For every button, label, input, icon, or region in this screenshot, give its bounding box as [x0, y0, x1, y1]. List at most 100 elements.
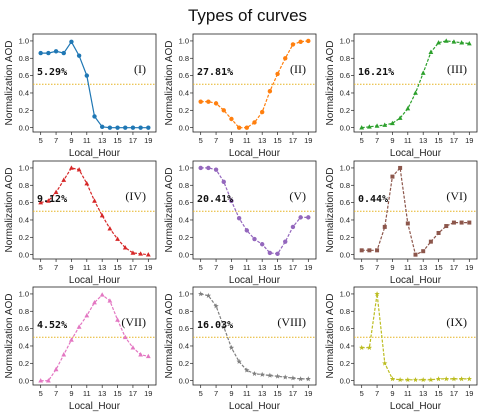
- subplot-4: 5 7 9 11 13 15 17 19 0.0 0.2 0.4 0.6 0.8 1.0 Local_Hou…: [4, 160, 157, 286]
- data-point: [198, 165, 203, 171]
- data-point: [107, 298, 113, 303]
- data-point: [420, 377, 426, 383]
- data-point: [259, 109, 265, 115]
- curve-type-label: (VI): [446, 189, 467, 203]
- series-line: [200, 40, 309, 129]
- data-point: [38, 50, 43, 56]
- subplot-1: 5 7 9 11 13 15 17 19 0.0 0.2 0.4 0.6 0.8 1.0 Local_Hou…: [4, 33, 157, 159]
- data-point: [213, 303, 219, 309]
- y-tick-label: 0.6: [179, 198, 189, 207]
- data-point: [306, 38, 311, 44]
- y-tick-label: 0.2: [19, 359, 29, 368]
- x-tick-label: 13: [419, 136, 427, 145]
- subplot-6: 5 7 9 11 13 15 17 19 0.0 0.2 0.4 0.6 0.8 1.0 Local_Hou…: [325, 160, 478, 286]
- x-tick-label: 19: [304, 136, 312, 145]
- x-tick-label: 15: [434, 263, 442, 272]
- x-axis-label: Local_Hour: [69, 275, 121, 286]
- x-tick-label: 7: [54, 263, 58, 272]
- x-tick-label: 19: [144, 389, 152, 398]
- share-percent: 16.21%: [358, 67, 394, 78]
- data-point: [107, 125, 113, 130]
- y-axis-label: Normalization AOD: [4, 40, 15, 125]
- data-point: [374, 123, 380, 128]
- curve-type-label: (V): [289, 189, 306, 203]
- y-axis-label: Normalization AOD: [325, 293, 336, 378]
- share-percent: 0.44%: [358, 194, 388, 205]
- data-point: [61, 50, 66, 56]
- x-tick-label: 9: [390, 263, 394, 272]
- y-tick-label: 0.0: [179, 376, 189, 385]
- data-point: [69, 165, 74, 170]
- y-tick-label: 1.0: [179, 290, 189, 299]
- y-tick-label: 0.4: [179, 342, 189, 351]
- data-point: [244, 228, 250, 233]
- x-tick-label: 15: [113, 136, 121, 145]
- x-tick-label: 17: [129, 136, 137, 145]
- data-point: [228, 344, 235, 350]
- data-point: [146, 125, 151, 130]
- data-point: [115, 317, 120, 322]
- x-tick-label: 11: [404, 263, 412, 272]
- subplot-9: 5 7 9 11 13 15 17 19 0.0 0.2 0.4 0.6 0.8 1.0 Local_Hou…: [325, 286, 478, 412]
- data-point: [405, 105, 411, 111]
- x-tick-label: 5: [39, 136, 43, 145]
- y-tick-label: 0.0: [340, 123, 350, 132]
- data-point: [443, 376, 449, 382]
- data-point: [198, 291, 204, 297]
- data-point: [359, 248, 364, 253]
- data-point: [244, 367, 250, 373]
- x-axis-label: Local_Hour: [390, 148, 442, 159]
- data-point: [69, 39, 74, 45]
- x-tick-label: 11: [83, 263, 91, 272]
- x-tick-label: 11: [243, 389, 251, 398]
- y-tick-label: 0.4: [19, 89, 29, 98]
- data-point: [259, 371, 265, 377]
- data-point: [115, 236, 120, 241]
- x-tick-label: 17: [450, 389, 458, 398]
- data-point: [398, 165, 403, 170]
- x-tick-label: 11: [243, 136, 251, 145]
- data-point: [420, 70, 426, 75]
- x-tick-label: 7: [214, 263, 218, 272]
- data-point: [92, 114, 97, 119]
- data-point: [275, 251, 280, 256]
- data-point: [99, 292, 105, 297]
- x-tick-label: 19: [144, 136, 152, 145]
- data-point: [53, 49, 59, 54]
- y-tick-label: 0.2: [179, 106, 189, 115]
- curve-type-label: (III): [447, 62, 467, 76]
- data-point: [297, 376, 304, 382]
- x-tick-label: 17: [129, 263, 137, 272]
- data-point: [130, 250, 136, 255]
- data-point: [99, 124, 105, 129]
- data-point: [275, 71, 280, 77]
- x-axis-label: Local_Hour: [69, 148, 121, 159]
- share-percent: 27.81%: [197, 67, 233, 78]
- data-point: [92, 300, 97, 305]
- x-tick-label: 17: [289, 136, 297, 145]
- curve-type-label: (IX): [446, 315, 467, 329]
- y-tick-label: 0.8: [340, 181, 350, 190]
- data-point: [428, 377, 434, 383]
- x-tick-label: 7: [375, 389, 379, 398]
- data-point: [53, 366, 59, 372]
- y-tick-label: 0.8: [340, 54, 350, 63]
- x-tick-label: 9: [69, 136, 73, 145]
- x-tick-label: 5: [199, 389, 203, 398]
- data-point: [467, 220, 472, 225]
- data-point: [435, 376, 442, 382]
- data-point: [206, 99, 211, 104]
- y-tick-label: 1.0: [340, 37, 350, 46]
- data-point: [38, 378, 44, 383]
- data-point: [390, 174, 395, 179]
- x-tick-label: 19: [144, 263, 152, 272]
- data-point: [45, 198, 51, 203]
- x-tick-label: 15: [273, 263, 281, 272]
- data-point: [298, 215, 303, 220]
- subplot-8: 5 7 9 11 13 15 17 19 0.0 0.2 0.4 0.6 0.8 1.0 Local_Hou…: [164, 286, 317, 412]
- data-point: [451, 220, 456, 225]
- x-tick-label: 15: [273, 389, 281, 398]
- x-tick-label: 9: [229, 389, 233, 398]
- curve-type-label: (I): [134, 62, 146, 76]
- data-point: [84, 313, 90, 318]
